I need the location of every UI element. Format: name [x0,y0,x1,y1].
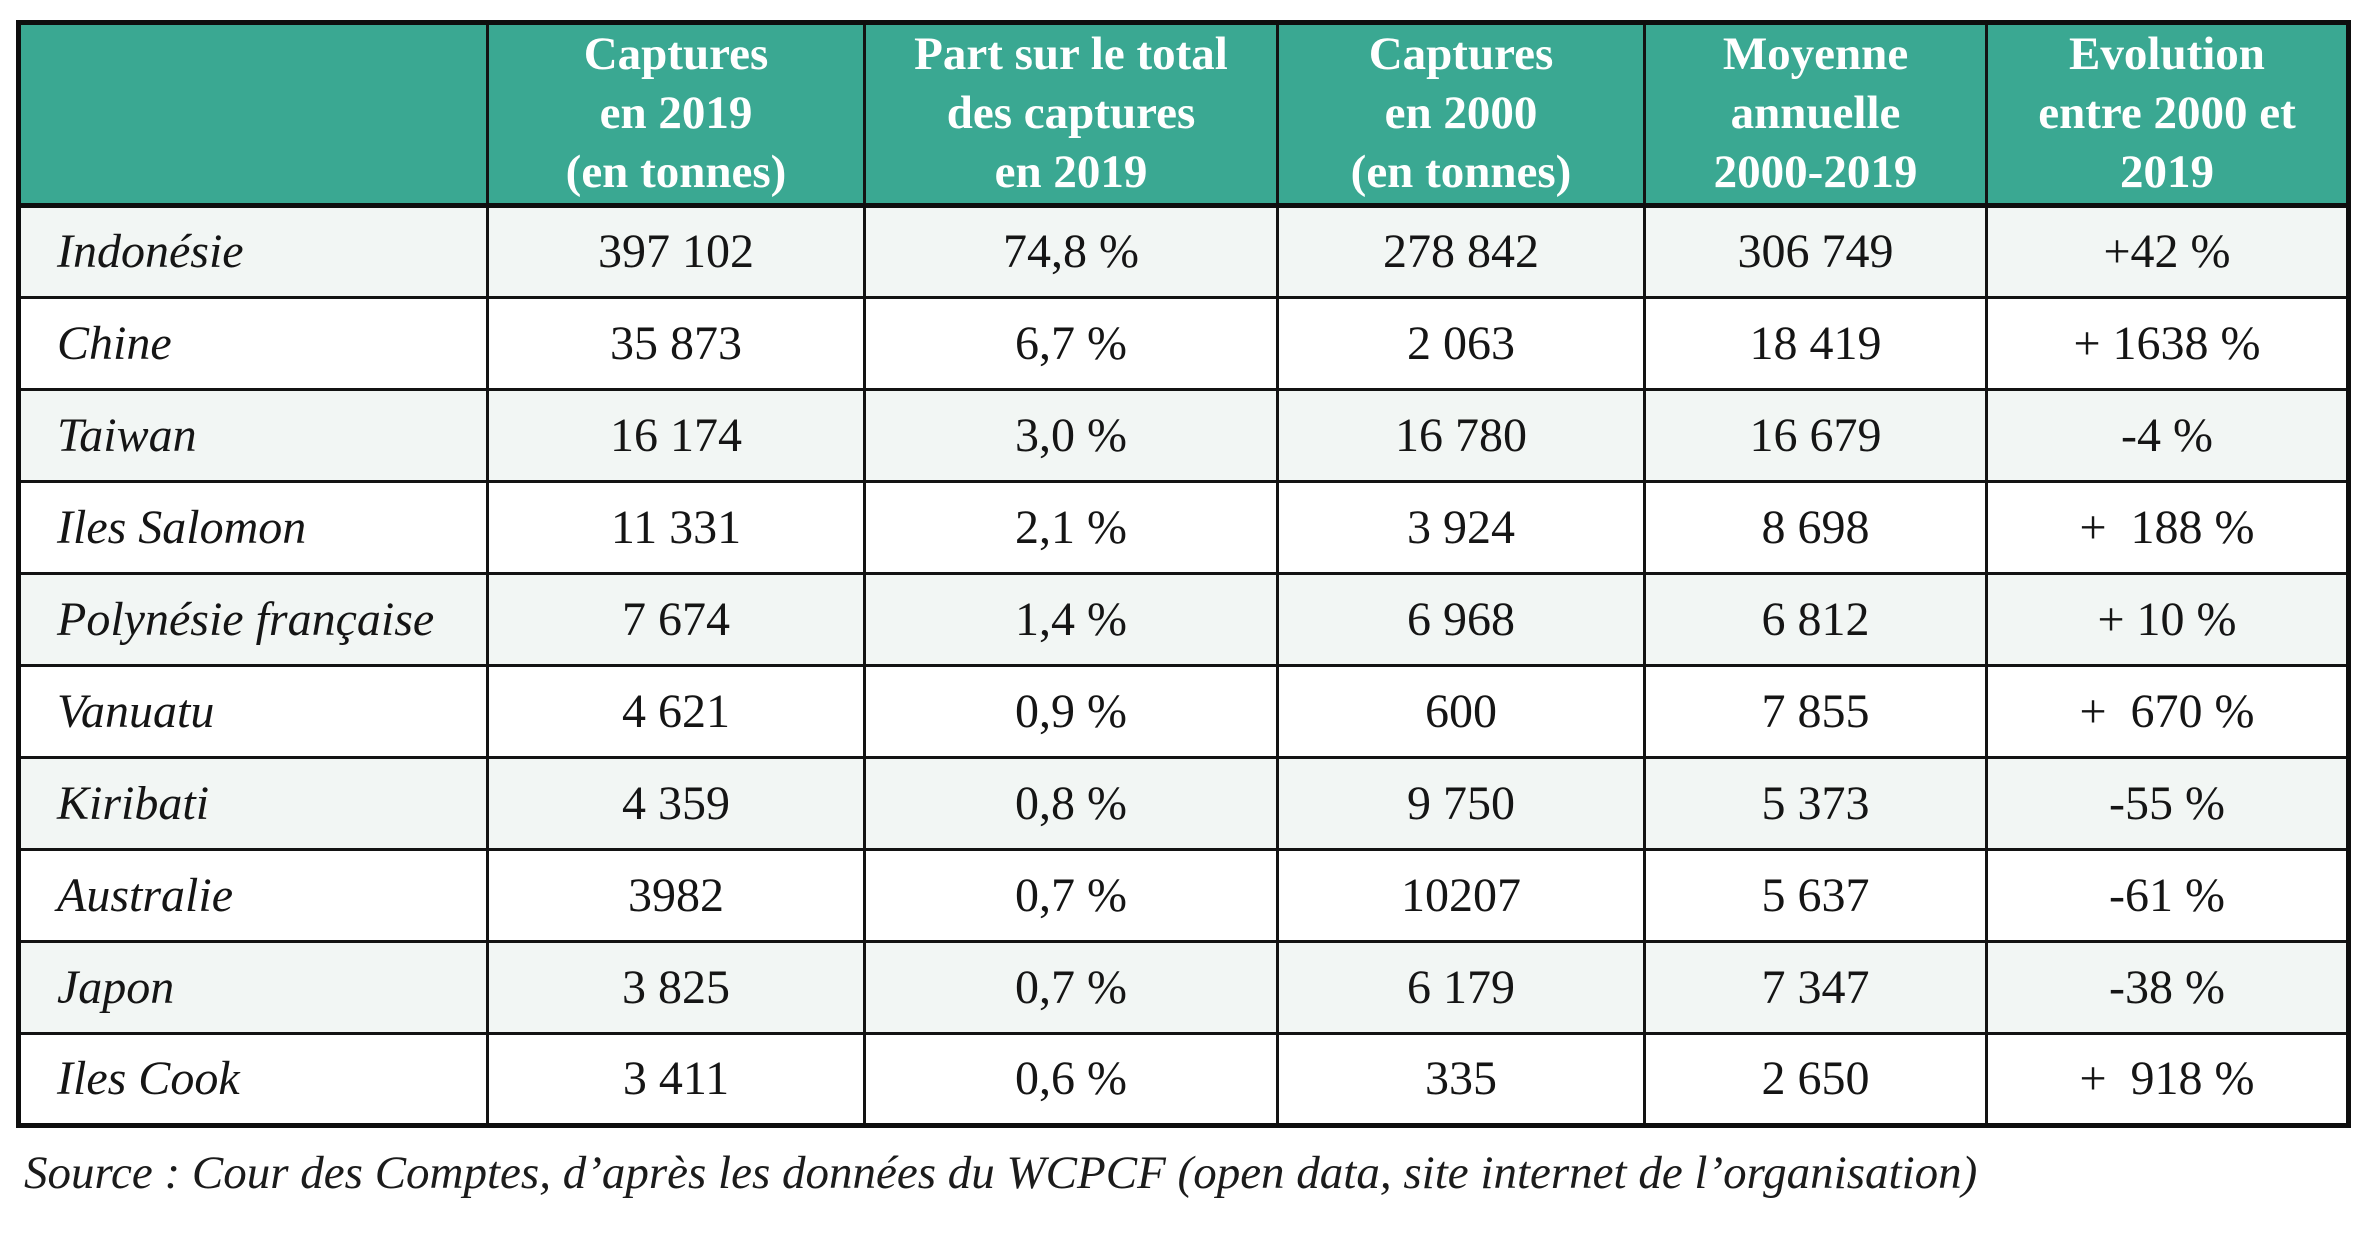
moyenne-annuelle-cell: 18 419 [1643,295,1988,391]
moyenne-annuelle-cell: 5 637 [1643,847,1988,943]
captures-2019-cell: 397 102 [486,203,866,299]
part-2019-cell: 0,8 % [863,755,1279,851]
captures-2000-cell: 16 780 [1276,387,1646,483]
evolution-cell: +42 % [1985,203,2350,299]
source-note: Source : Cour des Comptes, d’après les d… [24,1147,1978,1199]
country-cell: Indonésie [17,203,489,299]
part-2019-cell: 3,0 % [863,387,1279,483]
table-header: Captures en 2019 (en tonnes) Part sur le… [17,21,2350,208]
table-row: Vanuatu 4 621 0,9 % 600 7 855 + 670 % [17,663,2350,759]
moyenne-annuelle-cell: 7 347 [1643,939,1988,1035]
captures-2000-cell: 9 750 [1276,755,1646,851]
part-2019-cell: 0,7 % [863,939,1279,1035]
part-2019-cell: 74,8 % [863,203,1279,299]
header-country [17,21,489,208]
header-captures-2019: Captures en 2019 (en tonnes) [486,21,866,208]
captures-2000-cell: 10207 [1276,847,1646,943]
captures-2000-cell: 6 968 [1276,571,1646,667]
part-2019-cell: 1,4 % [863,571,1279,667]
moyenne-annuelle-cell: 5 373 [1643,755,1988,851]
captures-2000-cell: 600 [1276,663,1646,759]
moyenne-annuelle-cell: 306 749 [1643,203,1988,299]
part-2019-cell: 0,9 % [863,663,1279,759]
header-row: Captures en 2019 (en tonnes) Part sur le… [17,21,2350,208]
header-captures-2000: Captures en 2000 (en tonnes) [1276,21,1646,208]
country-cell: Iles Salomon [17,479,489,575]
captures-2019-cell: 4 359 [486,755,866,851]
captures-2000-cell: 278 842 [1276,203,1646,299]
moyenne-annuelle-cell: 16 679 [1643,387,1988,483]
country-cell: Taiwan [17,387,489,483]
part-2019-cell: 6,7 % [863,295,1279,391]
moyenne-annuelle-cell: 8 698 [1643,479,1988,575]
captures-2019-cell: 4 621 [486,663,866,759]
table-body: Indonésie 397 102 74,8 % 278 842 306 749 +42 … [17,203,2350,1127]
header-part-2019: Part sur le total des captures en 2019 [863,21,1279,208]
evolution-cell: + 670 % [1985,663,2350,759]
header-moyenne-annuelle: Moyenne annuelle 2000-2019 [1643,21,1988,208]
captures-2019-cell: 3 825 [486,939,866,1035]
table-row: Japon 3 825 0,7 % 6 179 7 347 -38 % [17,939,2350,1035]
captures-2000-cell: 3 924 [1276,479,1646,575]
captures-2019-cell: 3 411 [486,1031,866,1127]
evolution-cell: + 918 % [1985,1031,2350,1127]
evolution-cell: -4 % [1985,387,2350,483]
table-row: Iles Cook 3 411 0,6 % 335 2 650 + 918 % [17,1031,2350,1127]
moyenne-annuelle-cell: 2 650 [1643,1031,1988,1127]
part-2019-cell: 0,7 % [863,847,1279,943]
captures-2019-cell: 7 674 [486,571,866,667]
captures-2019-cell: 16 174 [486,387,866,483]
country-cell: Kiribati [17,755,489,851]
table-row: Kiribati 4 359 0,8 % 9 750 5 373 -55 % [17,755,2350,851]
country-cell: Japon [17,939,489,1035]
table-row: Chine 35 873 6,7 % 2 063 18 419 + 1638 % [17,295,2350,391]
country-cell: Iles Cook [17,1031,489,1127]
country-cell: Chine [17,295,489,391]
table-row: Australie 3982 0,7 % 10207 5 637 -61 % [17,847,2350,943]
captures-2000-cell: 6 179 [1276,939,1646,1035]
captures-2000-cell: 335 [1276,1031,1646,1127]
part-2019-cell: 2,1 % [863,479,1279,575]
captures-2000-cell: 2 063 [1276,295,1646,391]
table-row: Iles Salomon 11 331 2,1 % 3 924 8 698 + 188 % [17,479,2350,575]
evolution-cell: -55 % [1985,755,2350,851]
captures-table: Captures en 2019 (en tonnes) Part sur le… [16,20,2351,1128]
evolution-cell: + 10 % [1985,571,2350,667]
evolution-cell: + 1638 % [1985,295,2350,391]
moyenne-annuelle-cell: 7 855 [1643,663,1988,759]
part-2019-cell: 0,6 % [863,1031,1279,1127]
header-evolution: Evolution entre 2000 et 2019 [1985,21,2350,208]
moyenne-annuelle-cell: 6 812 [1643,571,1988,667]
captures-2019-cell: 35 873 [486,295,866,391]
country-cell: Vanuatu [17,663,489,759]
country-cell: Polynésie française [17,571,489,667]
table-row: Taiwan 16 174 3,0 % 16 780 16 679 -4 % [17,387,2350,483]
captures-2019-cell: 3982 [486,847,866,943]
evolution-cell: -38 % [1985,939,2350,1035]
table-row: Polynésie française 7 674 1,4 % 6 968 6 812 +… [17,571,2350,667]
evolution-cell: + 188 % [1985,479,2350,575]
country-cell: Australie [17,847,489,943]
captures-2019-cell: 11 331 [486,479,866,575]
evolution-cell: -61 % [1985,847,2350,943]
table-row: Indonésie 397 102 74,8 % 278 842 306 749 +42 … [17,203,2350,299]
